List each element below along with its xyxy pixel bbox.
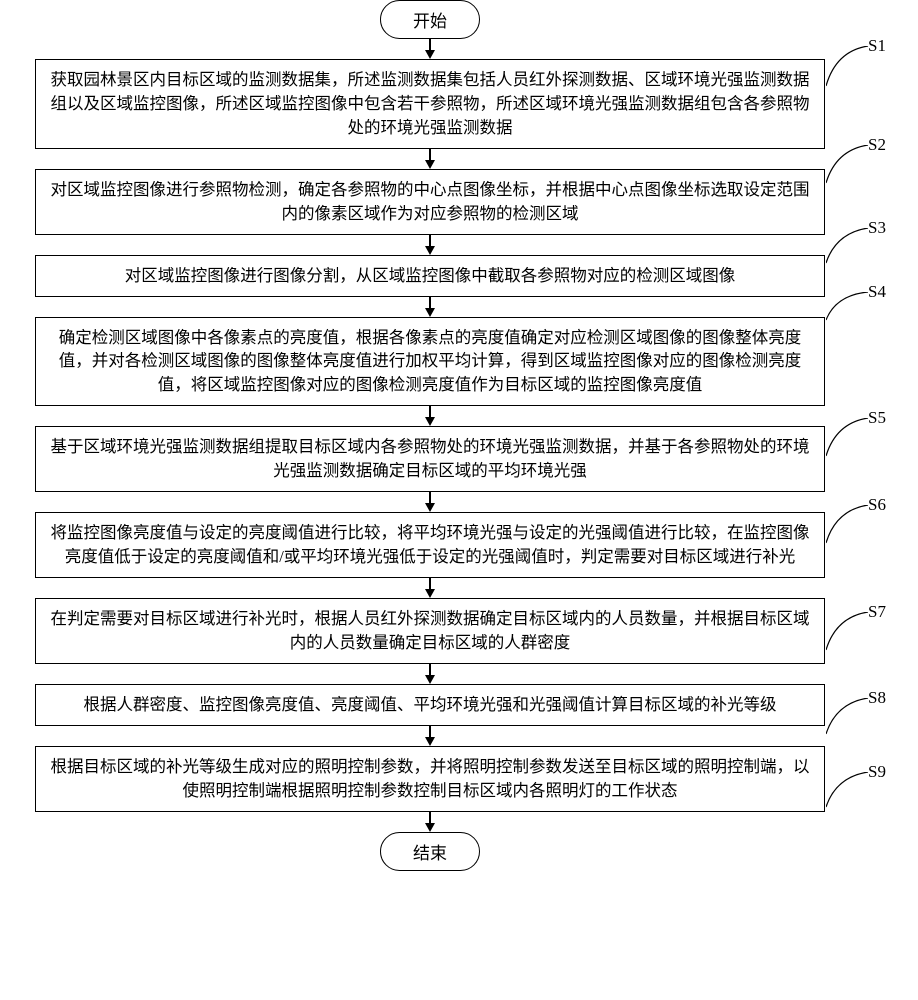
step-text: 对区域监控图像进行图像分割，从区域监控图像中截取各参照物对应的检测区域图像 [125,266,736,285]
step-text: 对区域监控图像进行参照物检测，确定各参照物的中心点图像坐标，并根据中心点图像坐标… [51,180,810,223]
arrow-head-icon [425,246,435,255]
step-text: 将监控图像亮度值与设定的亮度阈值进行比较，将平均环境光强与设定的光强阈值进行比较… [51,523,810,566]
step-s9: 根据目标区域的补光等级生成对应的照明控制参数，并将照明控制参数发送至目标区域的照… [35,746,825,812]
arrow [429,812,431,832]
arrow-head-icon [425,589,435,598]
start-terminator: 开始 [380,0,480,39]
step-text: 在判定需要对目标区域进行补光时，根据人员红外探测数据确定目标区域内的人员数量，并… [51,609,810,652]
step-label-s2: S2 [868,135,886,155]
arrow [429,406,431,426]
step-label-s6: S6 [868,495,886,515]
arrow-head-icon [425,823,435,832]
arrow [429,664,431,684]
step-label-s9: S9 [868,762,886,782]
step-label-s4: S4 [868,282,886,302]
step-label-s5: S5 [868,408,886,428]
step-s7: 在判定需要对目标区域进行补光时，根据人员红外探测数据确定目标区域内的人员数量，并… [35,598,825,664]
arrow [429,726,431,746]
arrow-head-icon [425,503,435,512]
arrow [429,149,431,169]
step-text: 基于区域环境光强监测数据组提取目标区域内各参照物处的环境光强监测数据，并基于各参… [51,437,810,480]
arrow [429,578,431,598]
step-s1: 获取园林景区内目标区域的监测数据集，所述监测数据集包括人员红外探测数据、区域环境… [35,59,825,149]
arrow-head-icon [425,308,435,317]
step-s4: 确定检测区域图像中各像素点的亮度值，根据各像素点的亮度值确定对应检测区域图像的图… [35,317,825,407]
arrow-head-icon [425,160,435,169]
arrow [429,492,431,512]
step-s8: 根据人群密度、监控图像亮度值、亮度阈值、平均环境光强和光强阈值计算目标区域的补光… [35,684,825,726]
step-label-s3: S3 [868,218,886,238]
step-label-s7: S7 [868,602,886,622]
arrow-head-icon [425,675,435,684]
step-label-s8: S8 [868,688,886,708]
start-label: 开始 [413,12,447,31]
step-s6: 将监控图像亮度值与设定的亮度阈值进行比较，将平均环境光强与设定的光强阈值进行比较… [35,512,825,578]
step-s3: 对区域监控图像进行图像分割，从区域监控图像中截取各参照物对应的检测区域图像 [35,255,825,297]
arrow-head-icon [425,737,435,746]
flowchart-container: 开始 获取园林景区内目标区域的监测数据集，所述监测数据集包括人员红外探测数据、区… [35,0,825,871]
arrow [429,39,431,59]
step-text: 根据人群密度、监控图像亮度值、亮度阈值、平均环境光强和光强阈值计算目标区域的补光… [84,695,777,714]
step-text: 获取园林景区内目标区域的监测数据集，所述监测数据集包括人员红外探测数据、区域环境… [51,70,810,137]
step-text: 根据目标区域的补光等级生成对应的照明控制参数，并将照明控制参数发送至目标区域的照… [51,757,810,800]
arrow [429,235,431,255]
arrow-head-icon [425,417,435,426]
end-terminator: 结束 [380,832,480,871]
step-s5: 基于区域环境光强监测数据组提取目标区域内各参照物处的环境光强监测数据，并基于各参… [35,426,825,492]
arrow [429,297,431,317]
arrow-head-icon [425,50,435,59]
step-label-s1: S1 [868,36,886,56]
end-label: 结束 [413,844,447,863]
step-s2: 对区域监控图像进行参照物检测，确定各参照物的中心点图像坐标，并根据中心点图像坐标… [35,169,825,235]
step-text: 确定检测区域图像中各像素点的亮度值，根据各像素点的亮度值确定对应检测区域图像的图… [59,328,802,395]
